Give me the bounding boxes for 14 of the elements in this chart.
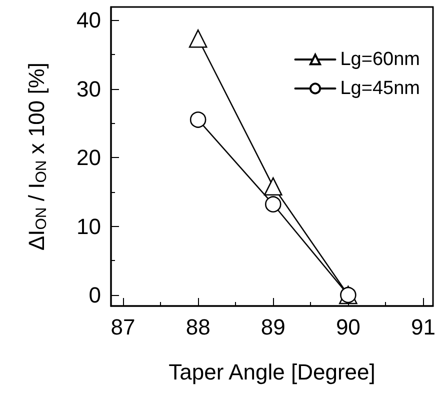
legend-label: Lg=60nm: [340, 49, 420, 70]
y-tick-label: 10: [76, 214, 101, 239]
legend-label: Lg=45nm: [340, 78, 420, 99]
x-tick-label: 91: [411, 314, 436, 340]
y-tick-label: 0: [88, 282, 101, 308]
x-tick-label: 89: [260, 314, 286, 340]
y-tick-label: 30: [76, 76, 101, 102]
x-tick-label: 90: [336, 314, 360, 340]
y-tick-label: 40: [76, 8, 101, 33]
y-axis-title: ΔION / ION x 100 [%]: [24, 62, 50, 251]
x-tick-label: 88: [186, 314, 210, 340]
x-tick-label: 87: [110, 314, 136, 340]
y-tick-label: 20: [76, 145, 101, 170]
x-axis-title: Taper Angle [Degree]: [168, 360, 376, 384]
